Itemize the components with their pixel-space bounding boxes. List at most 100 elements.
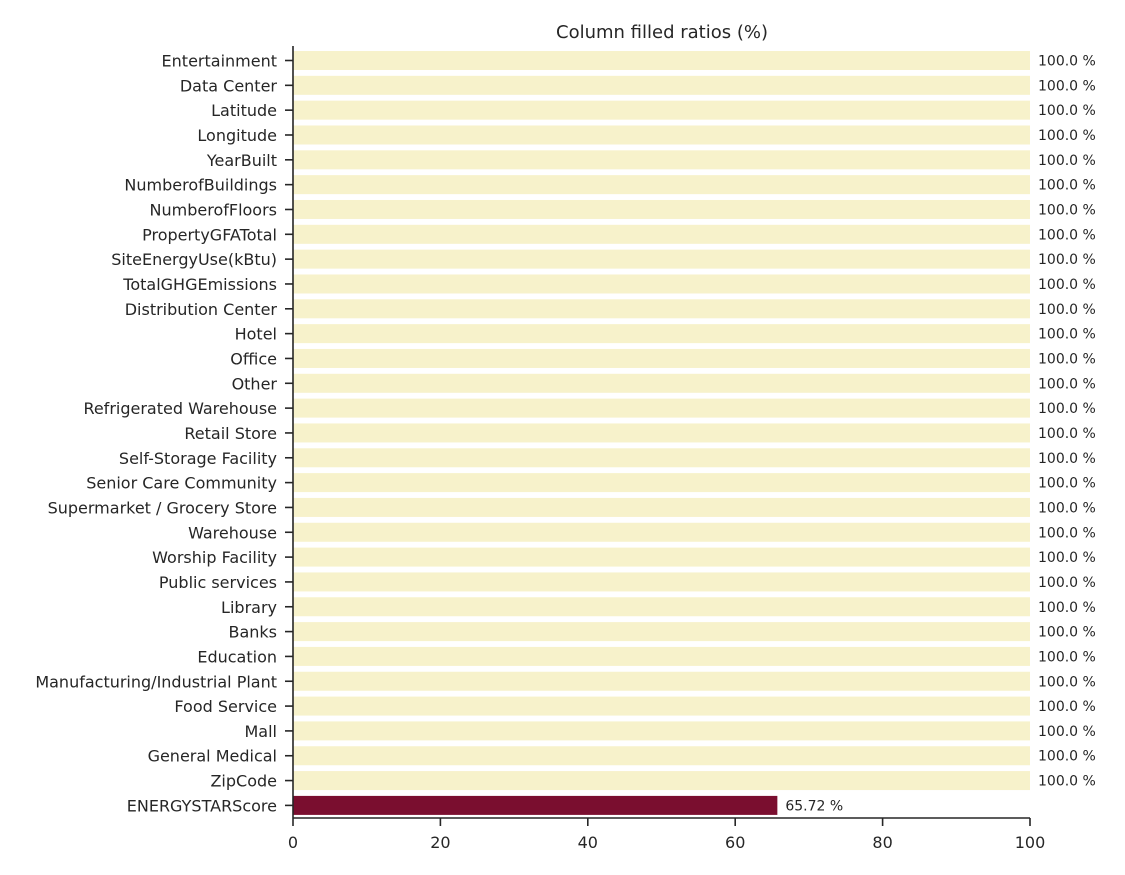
bar: [293, 473, 1030, 493]
category-label: ENERGYSTARScore: [127, 796, 277, 815]
value-label: 100.0 %: [1038, 351, 1096, 367]
value-label: 100.0 %: [1038, 252, 1096, 268]
category-label: Senior Care Community: [86, 474, 277, 493]
category-label: Mall: [245, 722, 278, 741]
value-label: 100.0 %: [1038, 401, 1096, 417]
bar: [293, 746, 1030, 766]
value-label: 100.0 %: [1038, 476, 1096, 492]
bar: [293, 348, 1030, 368]
x-tick-label: 100: [1015, 833, 1046, 852]
value-label: 100.0 %: [1038, 227, 1096, 243]
bar: [293, 274, 1030, 294]
bar: [293, 622, 1030, 642]
value-label: 100.0 %: [1038, 327, 1096, 343]
category-label: Banks: [228, 623, 277, 642]
value-label: 100.0 %: [1038, 625, 1096, 641]
chart-title: Column filled ratios (%): [556, 22, 768, 43]
bar: [293, 597, 1030, 617]
value-label: 100.0 %: [1038, 178, 1096, 194]
x-tick-label: 0: [288, 833, 298, 852]
category-label: Worship Facility: [152, 548, 277, 567]
category-label: Distribution Center: [125, 300, 278, 319]
value-label: 100.0 %: [1038, 54, 1096, 70]
value-label: 100.0 %: [1038, 649, 1096, 665]
bar: [293, 646, 1030, 666]
category-label: Food Service: [174, 697, 277, 716]
value-label: 100.0 %: [1038, 153, 1096, 169]
category-label: Latitude: [211, 101, 277, 120]
bar: [293, 100, 1030, 120]
bar: [293, 696, 1030, 716]
category-label: ZipCode: [210, 772, 277, 791]
x-tick-label: 20: [430, 833, 450, 852]
bar: [293, 423, 1030, 443]
value-label: 100.0 %: [1038, 302, 1096, 318]
value-label: 100.0 %: [1038, 376, 1096, 392]
value-label: 100.0 %: [1038, 128, 1096, 144]
category-label: Other: [232, 374, 278, 393]
value-label: 100.0 %: [1038, 749, 1096, 765]
category-label: Hotel: [235, 325, 277, 344]
bar: [293, 547, 1030, 567]
bar: [293, 199, 1030, 219]
bar: [293, 373, 1030, 393]
value-label: 100.0 %: [1038, 674, 1096, 690]
bar: [293, 324, 1030, 344]
bar: [293, 721, 1030, 741]
bar: [293, 150, 1030, 170]
category-label: General Medical: [148, 747, 277, 766]
bar: [293, 51, 1030, 70]
value-label: 100.0 %: [1038, 525, 1096, 541]
x-tick-label: 60: [725, 833, 745, 852]
value-label: 100.0 %: [1038, 426, 1096, 442]
value-label: 100.0 %: [1038, 575, 1096, 591]
category-label: NumberofFloors: [150, 200, 277, 219]
value-label: 100.0 %: [1038, 451, 1096, 467]
category-label: Retail Store: [184, 424, 277, 443]
bar: [293, 125, 1030, 145]
category-label: Refrigerated Warehouse: [83, 399, 277, 418]
bar: [293, 249, 1030, 269]
category-label: PropertyGFATotal: [142, 225, 277, 244]
category-label: Self-Storage Facility: [119, 449, 277, 468]
bar: [293, 795, 778, 815]
bars-group: [293, 51, 1030, 815]
y-axis: Entertainment Data Center Latitude Longitud…: [35, 46, 294, 818]
category-label: Warehouse: [188, 523, 277, 542]
bar: [293, 671, 1030, 691]
bar: [293, 497, 1030, 517]
value-label: 100.0 %: [1038, 277, 1096, 293]
x-tick-label: 80: [872, 833, 892, 852]
bar: [293, 572, 1030, 592]
value-label: 100.0 %: [1038, 500, 1096, 516]
value-label: 100.0 %: [1038, 600, 1096, 616]
bar: [293, 398, 1030, 418]
value-label: 100.0 %: [1038, 202, 1096, 218]
category-label: Library: [221, 598, 277, 617]
category-label: YearBuilt: [206, 151, 277, 170]
value-label: 100.0 %: [1038, 103, 1096, 119]
bar: [293, 224, 1030, 244]
category-label: Data Center: [180, 76, 278, 95]
category-label: NumberofBuildings: [124, 176, 277, 195]
category-label: TotalGHGEmissions: [122, 275, 277, 294]
category-label: Entertainment: [162, 52, 277, 71]
category-label: Manufacturing/Industrial Plant: [35, 672, 277, 691]
category-label: Education: [197, 647, 277, 666]
value-label: 100.0 %: [1038, 78, 1096, 94]
bar: [293, 522, 1030, 542]
bar: [293, 771, 1030, 791]
category-label: Public services: [159, 573, 277, 592]
x-tick-label: 40: [578, 833, 598, 852]
category-label: Office: [230, 349, 277, 368]
bar: [293, 448, 1030, 468]
bar: [293, 175, 1030, 195]
value-label: 100.0 %: [1038, 550, 1096, 566]
value-label: 65.72 %: [785, 798, 843, 814]
x-axis: 0 20 40 60 80 100: [288, 817, 1046, 852]
category-label: Longitude: [197, 126, 277, 145]
value-label: 100.0 %: [1038, 699, 1096, 715]
value-label: 100.0 %: [1038, 774, 1096, 790]
category-label: SiteEnergyUse(kBtu): [111, 250, 277, 269]
category-label: Supermarket / Grocery Store: [48, 498, 277, 517]
